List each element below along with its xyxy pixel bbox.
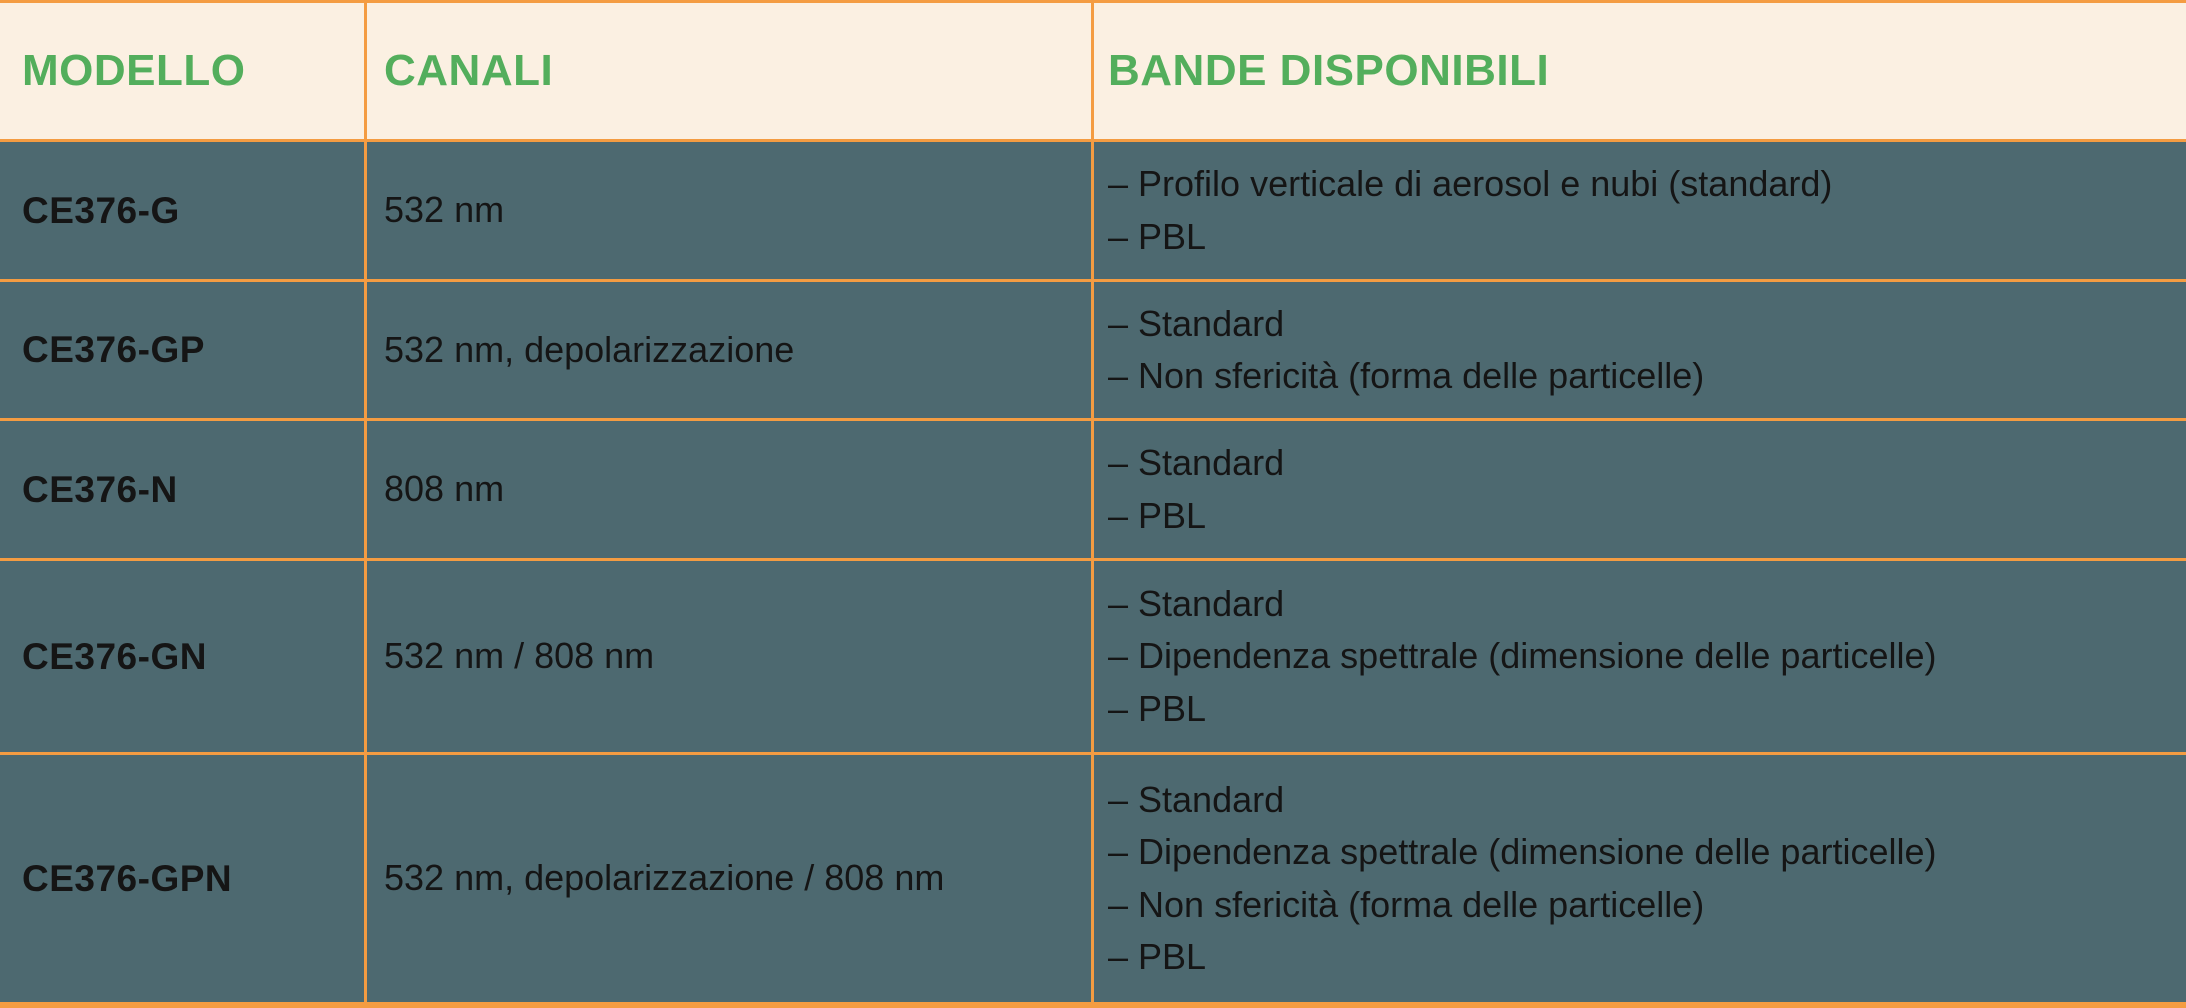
band-item: – PBL bbox=[1108, 494, 1207, 536]
bands-list: – Standard – PBL bbox=[1092, 421, 2186, 558]
model-name: CE376-G bbox=[22, 189, 180, 231]
bands-list: – Profilo verticale di aerosol e nubi (s… bbox=[1092, 142, 2186, 279]
band-item: – PBL bbox=[1108, 687, 1207, 729]
bands-list: – Standard – Non sfericità (forma delle … bbox=[1092, 282, 2186, 418]
model-name: CE376-GPN bbox=[22, 857, 233, 899]
bands-list: – Standard – Dipendenza spettrale (dimen… bbox=[1092, 755, 2186, 1002]
band-item: – Standard bbox=[1108, 442, 1285, 484]
band-item: – Non sfericità (forma delle particelle) bbox=[1108, 355, 1705, 396]
channels-value: 532 nm / 808 nm bbox=[384, 635, 655, 677]
band-item: – Dipendenza spettrale (dimensione delle… bbox=[1108, 831, 1937, 873]
channels-value: 532 nm, depolarizzazione / 808 nm bbox=[384, 857, 945, 899]
column-header-canali: CANALI bbox=[384, 46, 554, 96]
band-item: – Dipendenza spettrale (dimensione delle… bbox=[1108, 635, 1937, 677]
column-header-modello: MODELLO bbox=[22, 46, 246, 96]
column-header-bande-disponibili: BANDE DISPONIBILI bbox=[1108, 46, 1550, 96]
band-item: – Standard bbox=[1108, 302, 1285, 344]
bands-list: – Standard – Dipendenza spettrale (dimen… bbox=[1092, 561, 2186, 752]
model-name: CE376-GN bbox=[22, 635, 207, 677]
channels-value: 532 nm, depolarizzazione bbox=[384, 328, 795, 370]
band-item: – PBL bbox=[1108, 935, 1207, 977]
model-name: CE376-N bbox=[22, 468, 178, 510]
band-item: – Profilo verticale di aerosol e nubi (s… bbox=[1108, 163, 1833, 205]
model-name: CE376-GP bbox=[22, 329, 205, 371]
channels-value: 808 nm bbox=[384, 468, 505, 510]
band-item: – Standard bbox=[1108, 779, 1285, 821]
band-item: – PBL bbox=[1108, 215, 1207, 257]
channels-value: 532 nm bbox=[384, 189, 505, 231]
band-item: – Non sfericità (forma delle particelle) bbox=[1108, 883, 1705, 925]
column-divider-1 bbox=[364, 3, 367, 1005]
band-item: – Standard bbox=[1108, 583, 1285, 625]
column-divider-2 bbox=[1091, 3, 1094, 1005]
